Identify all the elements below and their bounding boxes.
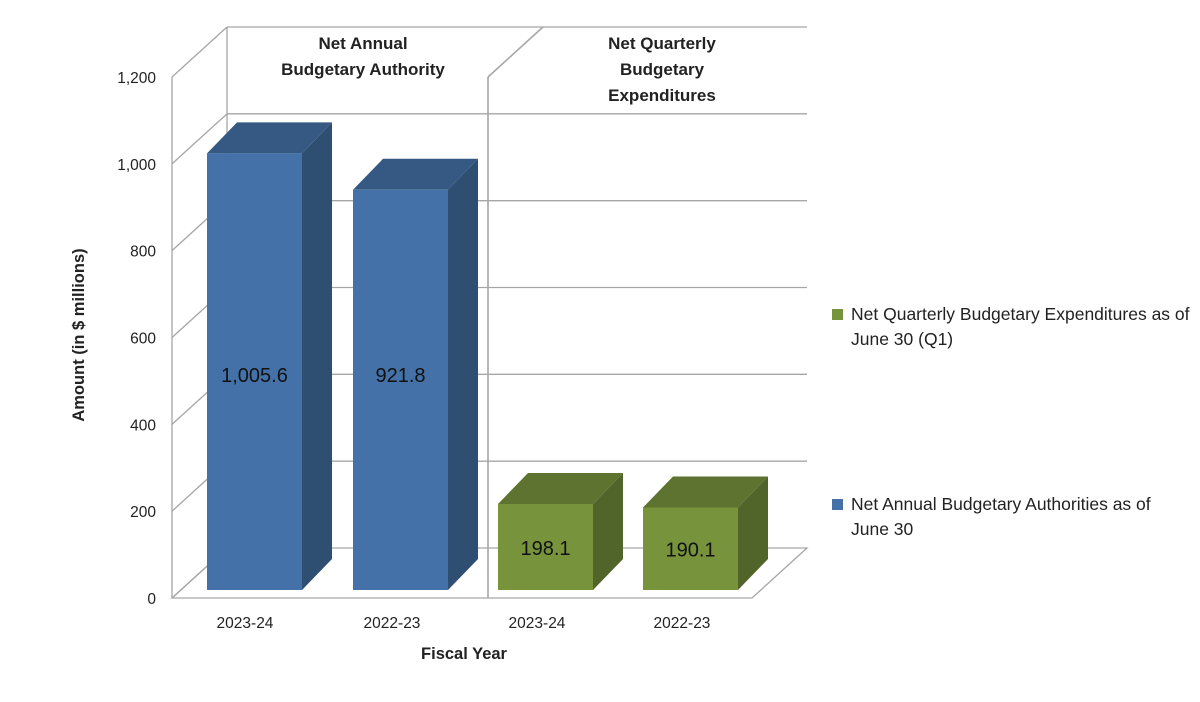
- y-tick-label: 200: [130, 504, 156, 521]
- x-axis-label: Fiscal Year: [421, 645, 508, 663]
- panel-title-line: Net Annual: [318, 34, 407, 53]
- y-tick-label: 800: [130, 244, 156, 261]
- bar-group: [498, 472, 623, 590]
- bar: [498, 503, 593, 590]
- bar-side: [302, 122, 332, 590]
- y-tick-label: 0: [147, 591, 156, 608]
- legend-item-annual: Net Annual Budgetary Authorities as of J…: [832, 492, 1192, 542]
- legend-item-quarterly: Net Quarterly Budgetary Expenditures as …: [832, 302, 1192, 352]
- panel-title-line: Budgetary: [620, 60, 705, 79]
- gridline-side: [171, 113, 228, 165]
- legend-swatch-quarterly: [832, 309, 843, 320]
- bar-top: [207, 122, 332, 154]
- data-label: 190.1: [665, 540, 715, 562]
- legend-swatch-annual: [832, 499, 843, 510]
- bar-side: [448, 158, 478, 591]
- bar-side: [593, 472, 623, 590]
- bar-side: [738, 476, 768, 590]
- panel-title-line: Expenditures: [608, 86, 716, 105]
- bar-group: [353, 158, 478, 591]
- bar-top: [498, 472, 623, 504]
- legend-label-quarterly: Net Quarterly Budgetary Expenditures as …: [851, 304, 1190, 349]
- bar: [353, 189, 448, 591]
- data-label: 198.1: [520, 538, 570, 560]
- x-tick-label: 2022-23: [364, 615, 421, 632]
- legend-label-annual: Net Annual Budgetary Authorities as of J…: [851, 494, 1151, 539]
- bar-group: [207, 122, 332, 591]
- data-label: 921.8: [375, 365, 425, 387]
- bar-top: [353, 158, 478, 190]
- y-tick-label: 1,200: [117, 70, 156, 87]
- y-tick-label: 400: [130, 417, 156, 434]
- x-tick-label: 2023-24: [217, 615, 274, 632]
- x-tick-label: 2023-24: [509, 615, 566, 632]
- y-axis-label: Amount (in $ millions): [70, 248, 88, 421]
- panel-divider-top: [487, 26, 544, 78]
- x-tick-label: 2022-23: [654, 615, 711, 632]
- bar-top: [643, 476, 768, 508]
- y-tick-label: 600: [130, 331, 156, 348]
- gridline-side: [171, 26, 228, 78]
- bar: [643, 507, 738, 590]
- panel-title-line: Budgetary Authority: [281, 60, 445, 79]
- data-label: 1,005.6: [221, 365, 288, 387]
- bar-group: [643, 476, 768, 590]
- y-tick-label: 1,000: [117, 157, 156, 174]
- bar: [207, 153, 302, 591]
- panel-title-line: Net Quarterly: [608, 34, 716, 53]
